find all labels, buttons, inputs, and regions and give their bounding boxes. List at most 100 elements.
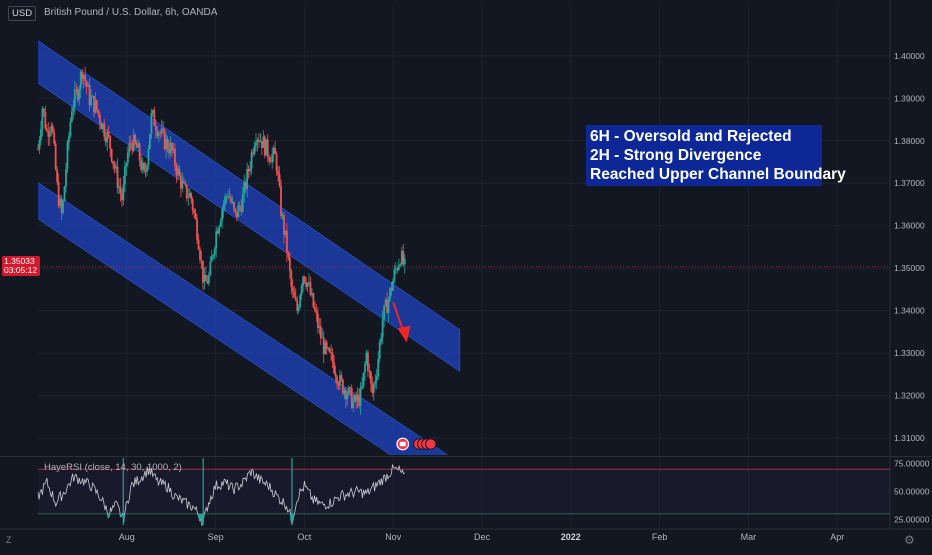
y-tick-label: 1.35000: [894, 263, 925, 273]
candle-body: [205, 275, 207, 281]
candle-body: [113, 164, 116, 169]
x-tick-label: 2022: [561, 532, 581, 542]
bar-countdown: 03:05:12: [4, 265, 38, 275]
candle-body: [38, 140, 41, 150]
candle-body: [42, 108, 45, 113]
candle-body: [191, 199, 194, 210]
y-tick-label: 1.38000: [894, 136, 925, 146]
candle-body: [235, 211, 238, 218]
candle-body: [302, 276, 305, 286]
annotation-box[interactable]: 6H - Oversold and Rejected 2H - Strong D…: [586, 125, 846, 186]
candle-body: [224, 196, 226, 205]
candle-body: [57, 182, 60, 206]
candle-body: [75, 89, 78, 91]
candle-body: [253, 145, 256, 154]
candle-body: [166, 138, 169, 150]
candle-body: [393, 269, 396, 281]
candle-body: [194, 212, 197, 220]
candle-body: [232, 202, 235, 209]
x-tick-label: Feb: [652, 532, 668, 542]
candle-body: [308, 282, 310, 284]
candle-body: [337, 383, 340, 386]
candle-body: [400, 250, 403, 265]
candle-body: [313, 307, 316, 311]
candle-body: [341, 379, 344, 394]
candle-body: [330, 352, 333, 353]
x-tick-label: Apr: [830, 532, 844, 542]
candle-body: [146, 165, 148, 172]
candle-body: [135, 142, 138, 148]
candle-body: [389, 287, 391, 300]
candle-body: [333, 361, 335, 373]
candle-body: [151, 110, 154, 113]
candle-body: [123, 166, 126, 185]
candle-body: [258, 139, 260, 142]
rsi-tick-label: 75.00000: [894, 459, 930, 469]
candle-body: [216, 231, 219, 234]
candle-body: [381, 319, 384, 338]
flag-icon: [399, 441, 406, 447]
candle-body: [78, 89, 81, 100]
candle-body: [179, 175, 182, 189]
candle-body: [262, 136, 265, 148]
candle-body: [141, 162, 144, 170]
candle-body: [377, 358, 380, 377]
candle-body: [51, 125, 54, 133]
candle-body: [122, 184, 125, 201]
candle-body: [395, 268, 397, 270]
candle-body: [100, 123, 103, 130]
candle-body: [162, 128, 165, 131]
candle-body: [81, 72, 84, 80]
candle-body: [91, 96, 94, 98]
candle-body: [252, 152, 254, 154]
candle-body: [84, 74, 87, 81]
candle-body: [286, 230, 288, 253]
candle-body: [275, 154, 278, 172]
candle-body: [243, 181, 246, 195]
annotation-line-3: Reached Upper Channel Boundary: [590, 166, 846, 183]
timezone-button[interactable]: Z: [6, 535, 12, 545]
candle-body: [322, 337, 325, 355]
candle-body: [169, 142, 172, 154]
candle-body: [355, 395, 358, 402]
indicator-label[interactable]: HayeRSI (close, 14, 30, 1000, 2): [44, 462, 182, 473]
candle-body: [144, 170, 147, 172]
candle-body: [168, 149, 170, 154]
annotation-line-1: 6H - Oversold and Rejected: [590, 128, 792, 145]
currency-badge[interactable]: USD: [8, 6, 37, 21]
candle-body: [66, 142, 69, 170]
candle-body: [297, 307, 300, 311]
candle-body: [234, 208, 237, 212]
candle-body: [387, 299, 390, 313]
candle-body: [350, 388, 353, 408]
candle-body: [150, 112, 153, 135]
candle-body: [327, 348, 330, 349]
candle-body: [207, 275, 210, 284]
candle-body: [60, 199, 63, 213]
candle-body: [309, 282, 312, 295]
candle-body: [375, 376, 378, 381]
candle-body: [403, 258, 406, 265]
candle-body: [371, 383, 374, 393]
candle-body: [311, 293, 313, 295]
axis-layer: 1.40000 1.39000 1.38000 1.37000 1.36000 1.350…: [119, 51, 930, 542]
candle-body: [44, 112, 47, 129]
candle-body: [368, 370, 371, 372]
candle-body: [138, 143, 141, 161]
candle-body: [359, 388, 362, 406]
candle-body: [272, 147, 275, 155]
candle-body: [140, 160, 143, 170]
candle-body: [125, 162, 128, 167]
x-tick-label: Mar: [741, 532, 757, 542]
candle-body: [396, 268, 399, 270]
candle-body: [283, 214, 285, 235]
gear-icon[interactable]: ⚙: [904, 533, 915, 547]
channel-band-lower: [38, 182, 449, 455]
candle-layer: [37, 66, 406, 415]
candle-body: [274, 147, 277, 155]
y-tick-label: 1.40000: [894, 51, 925, 61]
candle-body: [306, 282, 309, 287]
symbol-title[interactable]: British Pound / U.S. Dollar, 6h, OANDA: [44, 7, 218, 18]
